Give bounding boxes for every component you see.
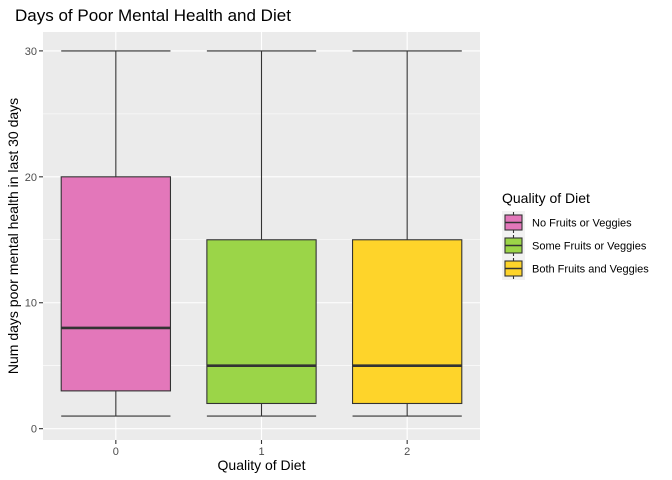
y-tick-label: 30 [25,46,37,58]
legend-item: No Fruits or Veggies [502,211,632,234]
box-body [351,239,463,405]
x-axis-title: Quality of Diet [218,457,306,473]
boxes [60,50,463,417]
y-tick-label: 0 [31,424,37,436]
y-axis-title: Num days poor mental health in last 30 d… [5,98,21,374]
x-axis: 0 1 2 [113,440,410,458]
x-tick-label: 1 [258,446,264,458]
legend-label: Some Fruits or Veggies [532,241,647,253]
x-tick-label: 2 [404,446,410,458]
chart-title: Days of Poor Mental Health and Diet [15,6,291,25]
y-tick-label: 20 [25,172,37,184]
box-2 [351,50,463,417]
box-1 [206,50,317,417]
box-body [206,239,317,405]
legend-item: Both Fruits and Veggies [502,257,649,280]
legend: Quality of Diet No Fruits or Veggies Some… [502,190,649,280]
legend-item: Some Fruits or Veggies [502,234,647,257]
box-body [60,176,172,392]
y-tick-label: 10 [25,298,37,310]
legend-label: No Fruits or Veggies [532,218,632,230]
box-0 [60,50,172,417]
y-axis: 0 10 20 30 [25,46,43,436]
legend-title: Quality of Diet [502,190,590,206]
x-tick-label: 0 [113,446,119,458]
legend-label: Both Fruits and Veggies [532,264,649,276]
